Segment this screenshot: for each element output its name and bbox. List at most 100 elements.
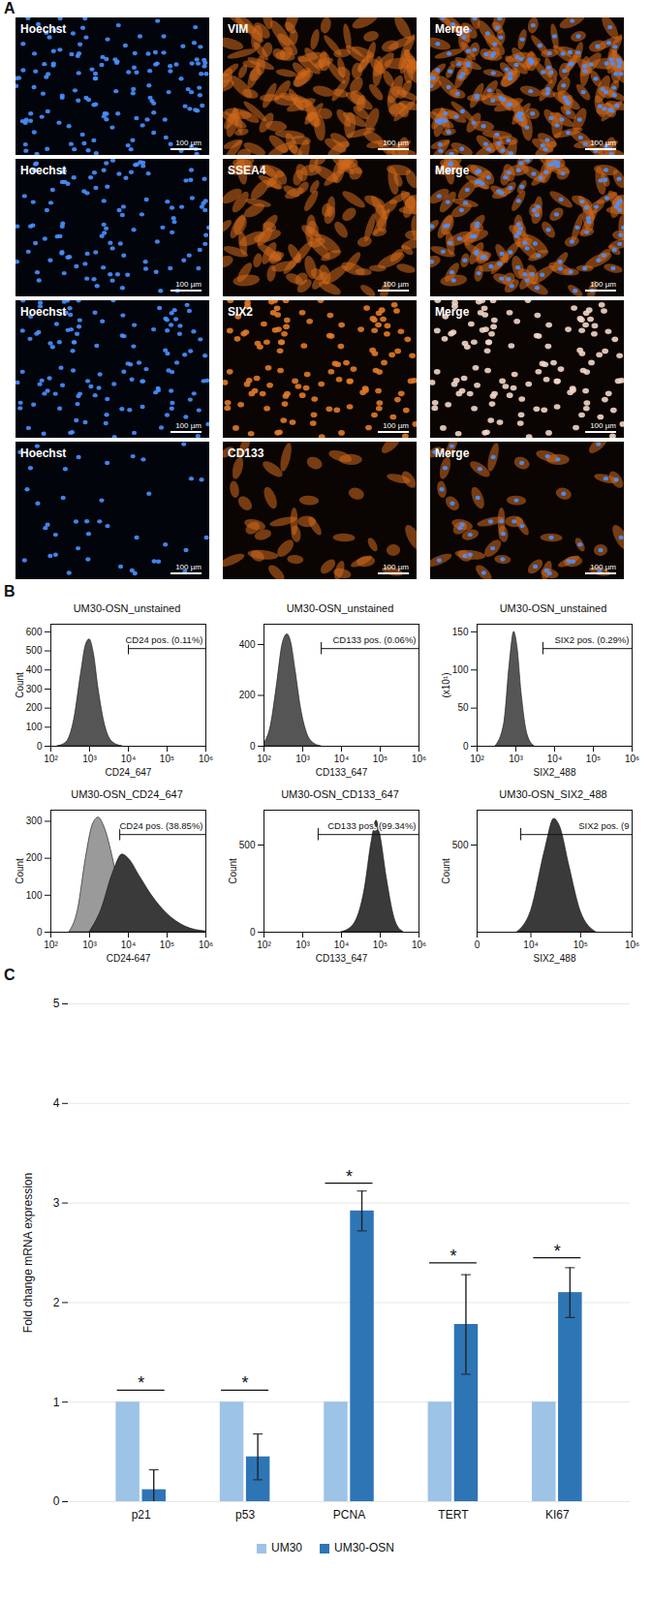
svg-text:KI67: KI67	[545, 1508, 570, 1522]
svg-text:10²: 10²	[469, 753, 485, 765]
svg-text:10⁶: 10⁶	[624, 939, 640, 951]
svg-text:100 µm: 100 µm	[175, 279, 202, 289]
svg-text:150: 150	[452, 626, 469, 638]
svg-text:100: 100	[26, 721, 43, 733]
svg-text:Merge: Merge	[434, 163, 470, 178]
svg-text:100 µm: 100 µm	[382, 421, 409, 431]
svg-text:SIX2 pos. (0.29%): SIX2 pos. (0.29%)	[554, 634, 629, 646]
svg-text:10²: 10²	[256, 753, 272, 765]
svg-text:10⁶: 10⁶	[411, 939, 427, 951]
svg-text:VIM: VIM	[227, 22, 248, 36]
svg-text:400: 400	[239, 639, 256, 651]
svg-text:400: 400	[26, 664, 43, 676]
svg-text:10³: 10³	[82, 753, 97, 765]
svg-text:10⁴: 10⁴	[334, 939, 349, 951]
svg-text:10⁶: 10⁶	[624, 753, 640, 765]
svg-text:0: 0	[249, 927, 256, 938]
svg-text:10⁶: 10⁶	[411, 753, 427, 765]
svg-text:CD24 pos. (38.85%): CD24 pos. (38.85%)	[119, 820, 203, 832]
svg-text:100 µm: 100 µm	[382, 279, 409, 289]
svg-text:10⁶: 10⁶	[198, 753, 214, 765]
svg-text:2: 2	[53, 1296, 61, 1310]
svg-text:CD133 pos. (0.06%): CD133 pos. (0.06%)	[332, 634, 416, 646]
svg-text:SIX2_488: SIX2_488	[533, 767, 577, 778]
svg-text:10²: 10²	[43, 753, 59, 765]
svg-text:CD24-647: CD24-647	[106, 953, 152, 964]
svg-text:10⁴: 10⁴	[523, 939, 538, 951]
svg-text:100 µm: 100 µm	[382, 138, 409, 148]
svg-text:100 µm: 100 µm	[175, 562, 202, 572]
svg-text:50: 50	[457, 702, 469, 713]
svg-text:Hoechst: Hoechst	[20, 22, 66, 36]
svg-text:10³: 10³	[508, 753, 524, 765]
svg-text:200: 200	[26, 702, 43, 713]
svg-text:SIX2_488: SIX2_488	[533, 953, 577, 964]
svg-text:100 µm: 100 µm	[175, 138, 202, 148]
svg-text:500: 500	[26, 645, 43, 656]
svg-text:0: 0	[249, 741, 256, 752]
svg-text:p53: p53	[235, 1508, 255, 1522]
svg-text:5: 5	[53, 996, 61, 1011]
svg-text:*: *	[345, 1167, 353, 1187]
svg-text:100: 100	[452, 664, 469, 676]
svg-text:Count: Count	[227, 858, 239, 885]
svg-text:10⁵: 10⁵	[159, 939, 175, 951]
svg-text:100 µm: 100 µm	[589, 562, 617, 572]
svg-text:10³: 10³	[295, 939, 310, 951]
svg-text:0: 0	[463, 741, 469, 752]
svg-text:PCNA: PCNA	[333, 1508, 366, 1522]
svg-text:p21: p21	[131, 1508, 152, 1522]
svg-text:CD133 pos. (99.34%): CD133 pos. (99.34%)	[327, 820, 416, 832]
svg-text:100 µm: 100 µm	[382, 562, 409, 572]
svg-text:100 µm: 100 µm	[175, 421, 202, 431]
svg-text:200: 200	[26, 852, 43, 864]
svg-text:Hoechst: Hoechst	[20, 305, 66, 319]
svg-text:SSEA4: SSEA4	[227, 163, 267, 178]
svg-text:10³: 10³	[295, 753, 310, 765]
svg-text:100 µm: 100 µm	[589, 279, 617, 289]
svg-text:500: 500	[239, 839, 256, 851]
svg-text:Count: Count	[440, 858, 452, 885]
svg-text:10⁴: 10⁴	[334, 753, 349, 765]
svg-text:100 µm: 100 µm	[589, 421, 617, 431]
svg-text:*: *	[137, 1373, 145, 1394]
svg-text:10⁴: 10⁴	[121, 939, 136, 951]
svg-text:Fold change mRNA expression: Fold change mRNA expression	[21, 1173, 35, 1333]
svg-text:10⁴: 10⁴	[547, 753, 562, 765]
svg-text:0: 0	[36, 741, 43, 752]
svg-text:10²: 10²	[43, 939, 59, 951]
svg-text:*: *	[554, 1241, 561, 1262]
svg-text:3: 3	[53, 1196, 61, 1210]
svg-text:0: 0	[474, 939, 481, 951]
svg-text:300: 300	[26, 683, 43, 695]
svg-text:CD133: CD133	[227, 446, 265, 461]
svg-text:SIX2: SIX2	[227, 305, 253, 319]
svg-text:100: 100	[26, 890, 43, 901]
svg-text:4: 4	[53, 1096, 61, 1111]
svg-text:Merge: Merge	[434, 305, 470, 319]
svg-text:10⁴: 10⁴	[121, 753, 136, 765]
svg-text:10⁵: 10⁵	[372, 753, 388, 765]
svg-text:10⁵: 10⁵	[372, 939, 388, 951]
svg-text:CD133_647: CD133_647	[315, 767, 369, 778]
svg-text:CD133_647: CD133_647	[315, 953, 369, 964]
svg-text:10⁵: 10⁵	[159, 753, 175, 765]
svg-text:10⁶: 10⁶	[198, 939, 214, 951]
svg-text:10⁵: 10⁵	[573, 939, 589, 951]
svg-text:Hoechst: Hoechst	[20, 446, 66, 461]
svg-text:*: *	[449, 1246, 457, 1267]
svg-text:Count: Count	[14, 672, 26, 699]
svg-text:500: 500	[452, 839, 469, 851]
svg-text:300: 300	[26, 815, 43, 827]
svg-text:*: *	[242, 1373, 249, 1394]
svg-text:10⁵: 10⁵	[586, 753, 601, 765]
svg-text:(x10¹): (x10¹)	[440, 672, 452, 698]
svg-text:Hoechst: Hoechst	[20, 163, 66, 178]
svg-text:200: 200	[239, 689, 256, 701]
svg-text:1: 1	[53, 1395, 61, 1410]
svg-text:600: 600	[26, 626, 43, 638]
svg-text:10²: 10²	[256, 939, 272, 951]
svg-text:Merge: Merge	[434, 22, 470, 36]
svg-text:100 µm: 100 µm	[589, 138, 617, 148]
svg-text:SIX2 pos. (9: SIX2 pos. (9	[578, 820, 629, 832]
